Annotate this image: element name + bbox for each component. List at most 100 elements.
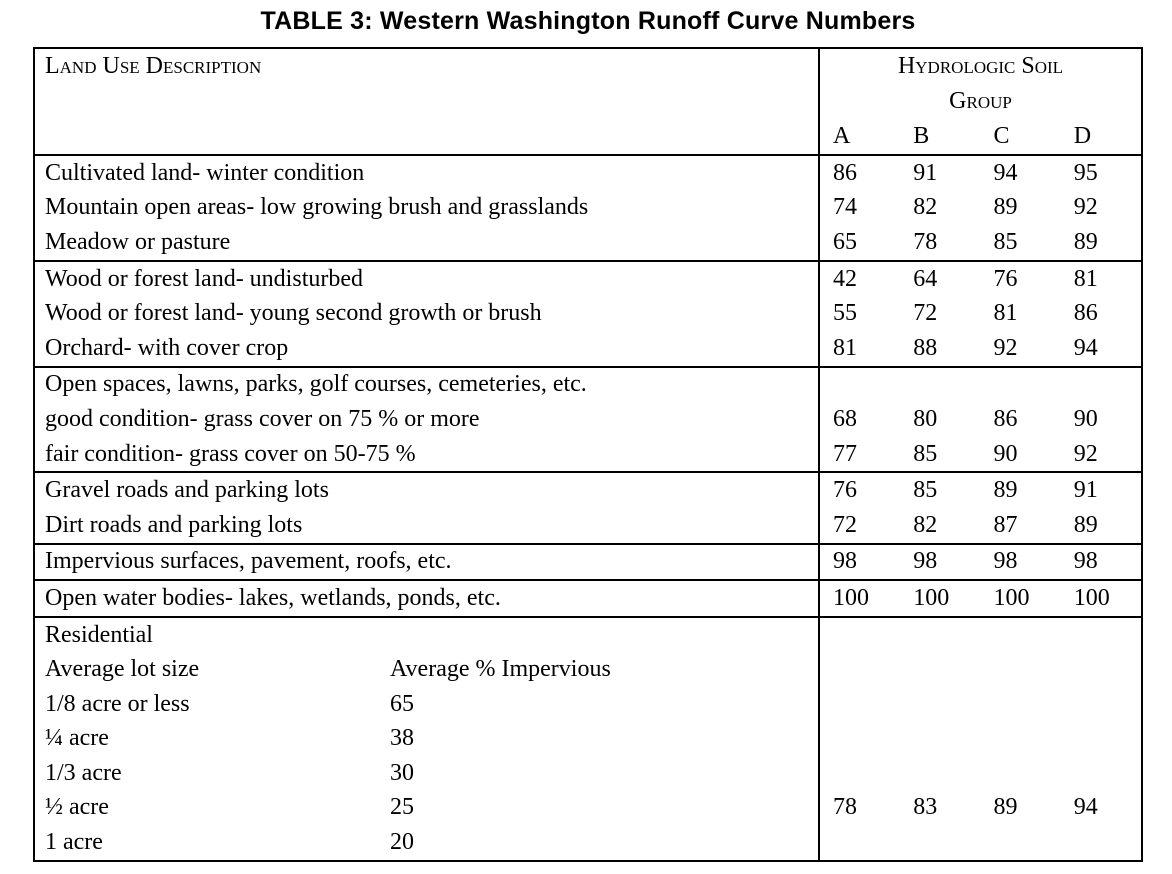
value-cell: 64 [913,265,938,292]
value-cell: 72 [833,511,857,538]
value-cell: 78 [913,228,938,255]
value-cells: 98 98 98 98 [820,545,1141,580]
value-cell [820,368,900,403]
value-cell [820,756,900,791]
value-cell [900,825,980,860]
value-cells [820,722,1141,757]
value-cell: 86 [1073,300,1098,327]
land-use-cell: Open spaces, lawns, parks, golf courses,… [35,367,820,403]
impervious-header: Average % Impervious [390,656,611,683]
column-header-b: B [913,123,930,149]
value-cell: 98 [833,548,857,575]
value-cell: 100 [1073,584,1110,611]
value-cell [900,687,980,722]
residential-row: ¼ acre 38 [35,721,820,757]
land-use-cell: Wood or forest land- young second growth… [35,296,820,331]
residential-headers: Average lot size Average % Impervious [35,652,820,687]
value-cell [981,652,1061,687]
table-row: Impervious surfaces, pavement, roofs, et… [35,544,1141,580]
value-cell [1061,618,1141,653]
land-use-cell: Gravel roads and parking lots [35,473,820,508]
impervious-cell: 20 [390,829,414,856]
value-cell: 76 [993,265,1018,292]
value-cell: 55 [833,300,857,327]
value-cell: 88 [913,334,938,361]
table-section-roads: Gravel roads and parking lots 76 85 89 9… [35,473,1141,545]
value-cell: 89 [1073,228,1098,255]
lot-size-header: Average lot size [45,656,200,683]
value-cell [981,722,1061,757]
land-use-cell: fair condition- grass cover on 50-75 % [35,436,820,472]
residential-row: 1 acre 20 [35,825,820,860]
land-use-cell: Wood or forest land- undisturbed [35,261,820,297]
value-cells: 100 100 100 100 [820,581,1141,616]
soil-group-columns: A B C D [820,119,1141,154]
table-row: Orchard- with cover crop 81 88 92 94 [35,330,1141,366]
table-row: ½ acre 25 78 83 89 94 [35,790,1141,826]
table-row: Cultivated land- winter condition 86 91 … [35,156,1141,191]
value-cell: 82 [913,511,938,538]
value-cell: 86 [833,159,857,186]
hydrologic-soil-header: Hydrologic Soil Group A B C D [820,49,1141,154]
value-cells: 72 82 87 89 [820,508,1141,543]
value-cell: 68 [833,405,857,432]
land-use-header: Land Use Description [35,49,820,154]
value-cell: 74 [833,194,857,221]
impervious-cell: 65 [390,690,414,717]
value-cell: 98 [913,548,938,575]
impervious-cell: 38 [390,725,414,752]
table-row: Mountain open areas- low growing brush a… [35,190,1141,226]
residential-section: Residential Average lot size Average % I… [35,617,1141,860]
value-cells [820,825,1141,860]
table-row: Meadow or pasture 65 78 85 89 [35,225,1141,260]
table-row: 1/8 acre or less 65 [35,686,1141,722]
value-cell: 76 [833,477,857,504]
lot-size-cell: ½ acre [45,794,109,821]
value-cell: 94 [1073,794,1098,821]
value-cells [820,756,1141,791]
value-cell: 86 [993,405,1018,432]
runoff-table: Land Use Description Hydrologic Soil Gro… [33,47,1143,862]
value-cell: 81 [1073,265,1098,292]
table-row: Wood or forest land- young second growth… [35,296,1141,331]
value-cell: 98 [993,548,1018,575]
table-row: Wood or forest land- undisturbed 42 64 7… [35,261,1141,297]
value-cells: 81 88 92 94 [820,331,1141,366]
value-cell: 77 [833,440,857,467]
impervious-cell: 25 [390,794,414,821]
value-cell: 92 [1073,440,1098,467]
value-cells: 76 85 89 91 [820,473,1141,508]
column-header-d: D [1073,123,1092,149]
land-use-cell: good condition- grass cover on 75 % or m… [35,402,820,437]
table-row: Average lot size Average % Impervious [35,652,1141,687]
table-section-impervious: Impervious surfaces, pavement, roofs, et… [35,544,1141,582]
value-cells [820,618,1141,653]
table-row: Open water bodies- lakes, wetlands, pond… [35,581,1141,616]
value-cell [1061,825,1141,860]
value-cells: 55 72 81 86 [820,296,1141,331]
value-cell: 94 [993,159,1018,186]
table-section-open-spaces: Open spaces, lawns, parks, golf courses,… [35,367,1141,474]
table-header: Land Use Description Hydrologic Soil Gro… [35,49,1141,156]
value-cell: 85 [993,228,1018,255]
table-row: Gravel roads and parking lots 76 85 89 9… [35,473,1141,508]
value-cell [820,687,900,722]
value-cell [981,368,1061,403]
value-cell [1061,368,1141,403]
lot-size-cell: 1 acre [45,829,103,856]
table-row: Open spaces, lawns, parks, golf courses,… [35,367,1141,403]
land-use-cell: Cultivated land- winter condition [35,156,820,191]
value-cell: 81 [833,334,857,361]
value-cells [820,368,1141,403]
value-cell: 91 [1073,477,1098,504]
table-row: fair condition- grass cover on 50-75 % 7… [35,436,1141,472]
value-cells: 86 91 94 95 [820,156,1141,191]
land-use-cell: Mountain open areas- low growing brush a… [35,190,820,226]
value-cell [820,722,900,757]
residential-row: 1/3 acre 30 [35,756,820,791]
value-cell: 65 [833,228,857,255]
soil-group-title: Hydrologic Soil [897,53,1064,79]
value-cells: 65 78 85 89 [820,225,1141,260]
land-use-cell: Orchard- with cover crop [35,330,820,366]
value-cell: 92 [993,334,1018,361]
